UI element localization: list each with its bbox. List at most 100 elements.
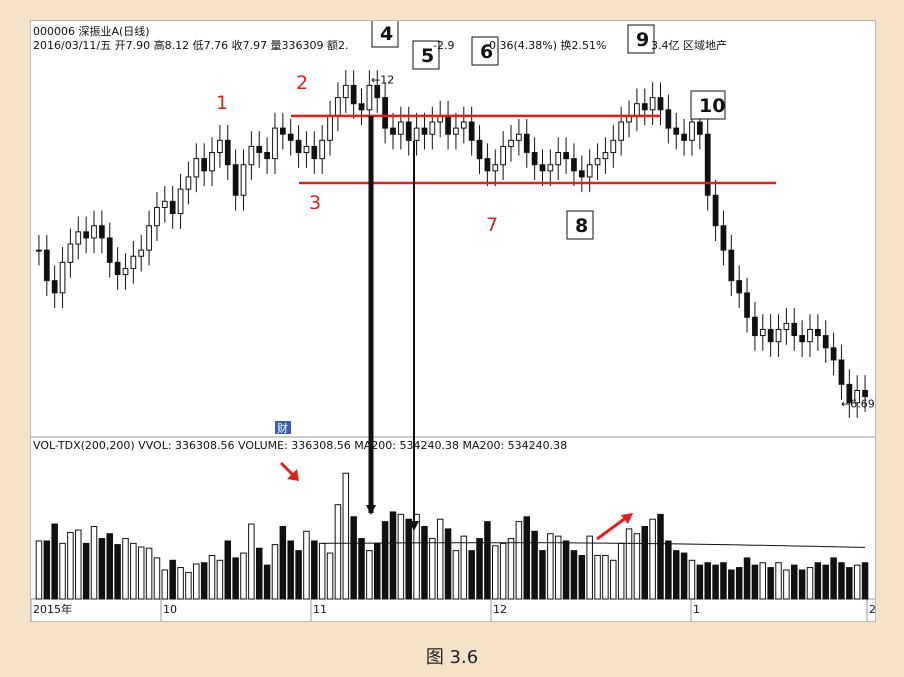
volume-bar [507, 538, 515, 600]
candle-body [311, 145, 318, 160]
volume-bar [610, 559, 617, 600]
candle-body [67, 243, 74, 263]
volume-bar [791, 564, 798, 600]
volume-bar [444, 528, 452, 600]
volume-bar [531, 530, 538, 600]
volume-header: VOL-TDX(200,200) VVOL: 336308.56 VOLUME:… [33, 439, 567, 452]
volume-bar [287, 540, 294, 600]
candle-body [421, 127, 428, 135]
candle-body [516, 133, 522, 141]
volume-bar [59, 542, 66, 600]
candle-body [594, 158, 601, 166]
volume-bar [35, 540, 43, 600]
candle-body [736, 280, 743, 294]
volume-bar [232, 557, 239, 600]
candle-body [209, 152, 215, 172]
volume-bar [208, 554, 216, 600]
annotation-box [690, 90, 726, 120]
volume-bar [562, 540, 570, 600]
annotation-box [371, 18, 399, 48]
volume-bar [334, 504, 342, 600]
candle-body [578, 170, 585, 178]
volume-bar [672, 550, 680, 600]
volume-ma-line [322, 542, 866, 548]
candle-body [689, 121, 695, 141]
volume-bar [822, 564, 829, 600]
candle-body [634, 103, 640, 117]
candle-body [169, 200, 176, 215]
candle-body [476, 139, 483, 160]
volume-bar [114, 544, 121, 600]
volume-bar [743, 557, 751, 600]
header-quote-b: -2.9 [433, 39, 454, 52]
annotation-label: 10 [699, 95, 725, 117]
candle-body [43, 249, 50, 282]
candle-body [586, 164, 593, 178]
candle-body [610, 139, 617, 154]
annotation-label: 8 [575, 215, 588, 237]
volume-bar [311, 540, 318, 600]
volume-bar [476, 538, 483, 600]
candle-body [146, 225, 152, 251]
candle-body [397, 121, 404, 135]
volume-bar [224, 540, 232, 600]
volume-bar [751, 564, 759, 600]
annotation-label: 9 [636, 29, 649, 51]
volume-bar [468, 550, 475, 600]
volume-bar [255, 547, 263, 600]
candle-body [799, 335, 805, 343]
candle-body [830, 347, 837, 361]
candle-body [185, 176, 192, 190]
volume-bar [106, 533, 113, 600]
candle-body [279, 127, 286, 135]
volume-bar [389, 511, 397, 600]
volume-bar [153, 557, 161, 600]
candle-body [862, 389, 868, 398]
volume-bar [82, 542, 90, 600]
price-label: ←6.69 [841, 397, 875, 410]
candle-body [405, 121, 412, 141]
volume-bar [130, 542, 137, 600]
volume-bar [185, 571, 192, 600]
candle-body [854, 389, 861, 404]
volume-bar [547, 533, 554, 600]
candle-body [468, 121, 475, 141]
candlesticks [36, 70, 868, 418]
volume-bar [161, 569, 169, 600]
volume-rise-arrow-head [621, 513, 633, 524]
volume-bar [728, 569, 735, 600]
candle-body [114, 261, 121, 276]
volume-bar [783, 569, 790, 600]
volume-bar [381, 521, 389, 600]
candle-body [106, 237, 113, 263]
candle-body [571, 158, 577, 172]
candle-body [342, 84, 349, 99]
candle-body [154, 206, 160, 227]
annotation-label: 3 [309, 192, 321, 214]
candle-body [641, 103, 648, 111]
volume-bar [649, 518, 656, 600]
volume-bar [806, 567, 814, 600]
candle-body [791, 322, 798, 337]
volume-bar [137, 546, 145, 600]
volume-bar [539, 550, 546, 600]
volume-bar [145, 547, 153, 600]
finance-badge-box[interactable] [275, 421, 291, 434]
volume-bar [625, 528, 633, 600]
volume-bar [350, 516, 357, 600]
finance-badge[interactable]: 财 [277, 421, 288, 435]
volume-bar [436, 518, 444, 600]
time-tick-label: 1 [693, 603, 700, 616]
candle-body [539, 164, 546, 172]
candle-body [657, 97, 664, 111]
volume-bar [492, 545, 499, 600]
annotation-label: 7 [486, 214, 498, 236]
annotation-box [627, 24, 655, 54]
volume-bar [712, 564, 719, 600]
volume-bar [665, 540, 672, 600]
candle-body [484, 158, 491, 172]
header-quote: 2016/03/11/五 开7.90 高8.12 低7.76 收7.97 量33… [33, 38, 349, 52]
candle-body [704, 133, 711, 196]
candle-body [264, 152, 270, 160]
candle-body [759, 328, 766, 337]
